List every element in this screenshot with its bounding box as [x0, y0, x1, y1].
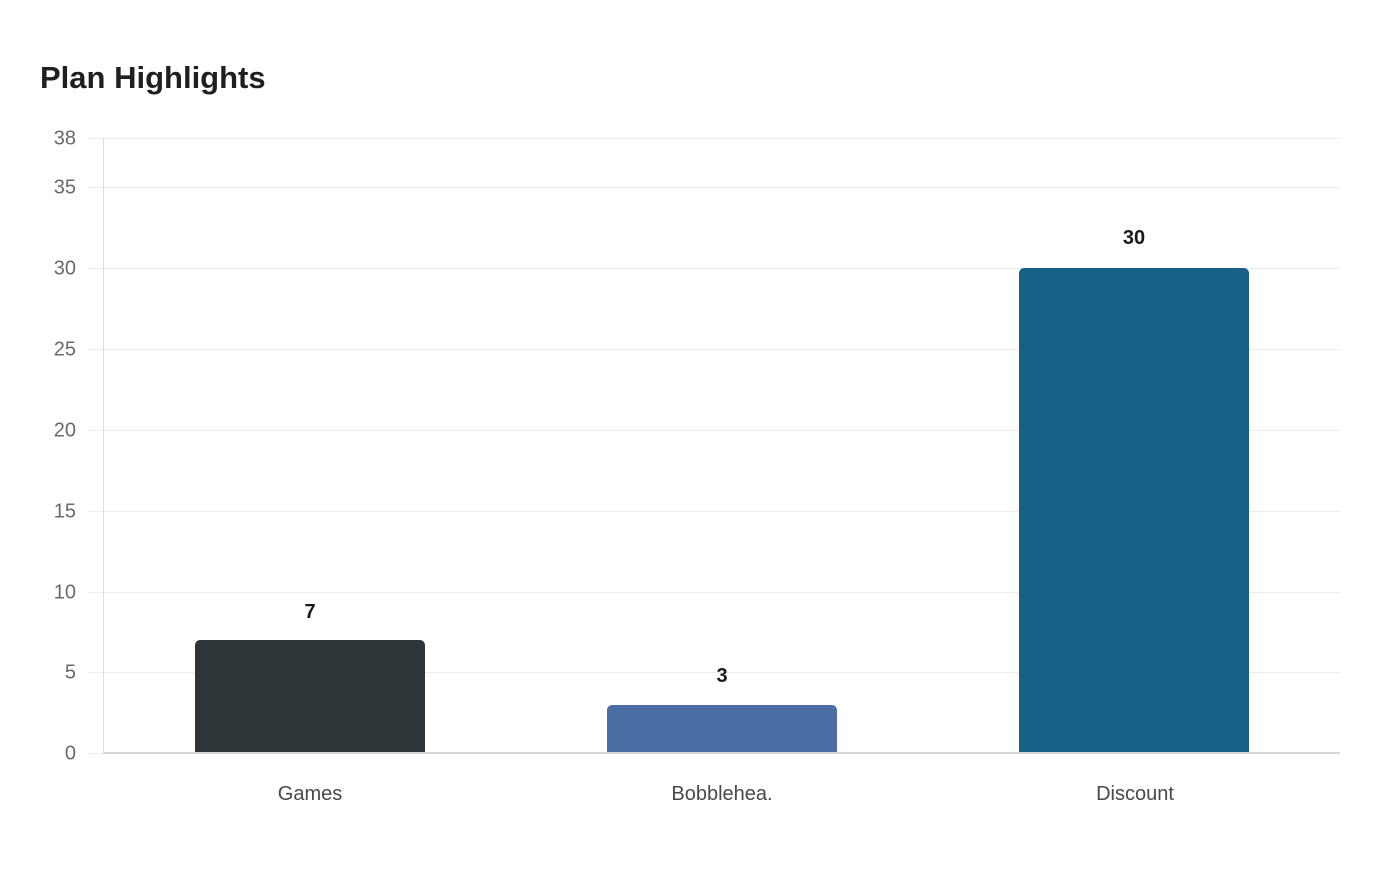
y-tick-label: 35 [53, 176, 76, 199]
x-tick-label: Discount [1096, 783, 1174, 805]
y-tick-label: 15 [53, 500, 76, 523]
y-tick-label: 25 [53, 338, 76, 361]
gridline-38 [88, 138, 1340, 139]
bar-value-label: 30 [1122, 227, 1146, 249]
bar-value-label: 3 [716, 665, 728, 687]
gridline-5 [88, 672, 1340, 673]
bar-discount[interactable] [1019, 268, 1249, 753]
gridline-15 [88, 511, 1340, 512]
gridline-20 [88, 430, 1340, 431]
bar-bobblehead[interactable] [607, 705, 837, 753]
gridline-30 [88, 268, 1340, 269]
gridline-10 [88, 592, 1340, 593]
y-tick-label: 10 [53, 581, 76, 604]
y-tick-label: 0 [64, 742, 76, 765]
x-tick-label: Bobblehea. [671, 783, 773, 805]
chart-title: Plan Highlights [40, 60, 266, 95]
x-tick-label: Games [277, 783, 343, 805]
y-tick-label: 5 [64, 661, 76, 684]
x-axis-line [103, 752, 1340, 754]
gridline-35 [88, 187, 1340, 188]
y-axis-line [103, 138, 104, 753]
bar-games[interactable] [195, 640, 425, 753]
y-tick-label: 20 [53, 419, 76, 442]
gridline-25 [88, 349, 1340, 350]
y-tick-label: 38 [53, 127, 76, 150]
y-tick-label: 30 [53, 257, 76, 280]
bar-value-label: 7 [304, 601, 316, 623]
